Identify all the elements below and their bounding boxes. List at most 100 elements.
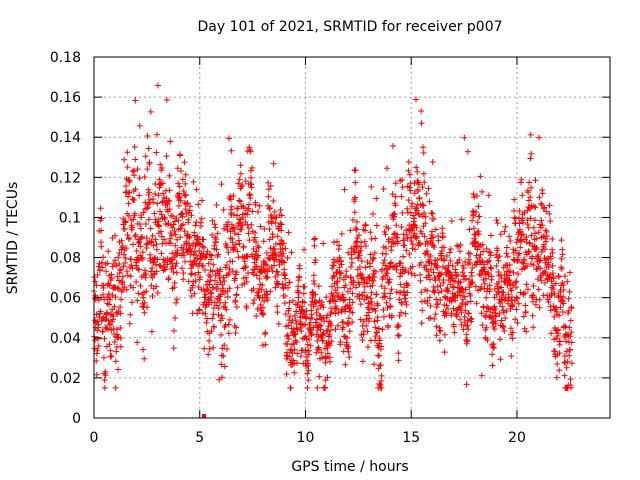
data-point <box>104 326 111 333</box>
data-point <box>265 179 272 186</box>
data-point <box>503 308 510 315</box>
data-point <box>543 208 550 215</box>
data-point <box>550 275 557 282</box>
data-point <box>347 274 354 281</box>
data-point <box>127 311 134 318</box>
data-point <box>243 278 250 285</box>
data-point <box>130 284 137 291</box>
data-point <box>484 303 491 310</box>
data-point <box>362 221 369 228</box>
data-point <box>166 172 173 179</box>
data-point <box>169 250 176 257</box>
data-point <box>413 204 420 211</box>
data-point <box>206 337 213 344</box>
data-point <box>478 267 485 274</box>
data-point <box>528 232 535 239</box>
data-point <box>311 236 318 243</box>
data-point <box>364 304 371 311</box>
data-point <box>461 293 468 300</box>
data-point <box>213 236 220 243</box>
data-point <box>517 228 524 235</box>
data-point <box>445 287 452 294</box>
data-point <box>430 216 437 223</box>
data-point <box>371 249 378 256</box>
data-point <box>398 224 405 231</box>
data-point <box>117 324 124 331</box>
data-point <box>412 96 419 103</box>
data-point <box>98 243 105 250</box>
data-point <box>381 285 388 292</box>
data-point <box>549 249 556 256</box>
data-point <box>327 358 334 365</box>
data-point <box>195 269 202 276</box>
data-point <box>467 260 474 267</box>
data-point <box>305 377 312 384</box>
data-point <box>155 192 162 199</box>
data-point <box>497 356 504 363</box>
data-point <box>132 231 139 238</box>
data-point <box>352 239 359 246</box>
data-point <box>233 269 240 276</box>
data-point <box>469 217 476 224</box>
data-point <box>409 226 416 233</box>
data-point <box>523 281 530 288</box>
data-point <box>407 209 414 216</box>
data-point <box>237 170 244 177</box>
data-point <box>558 265 565 272</box>
data-point <box>514 295 521 302</box>
data-point <box>516 207 523 214</box>
data-point <box>176 194 183 201</box>
data-point <box>261 225 268 232</box>
data-point <box>411 215 418 222</box>
data-point <box>278 212 285 219</box>
data-point <box>541 280 548 287</box>
data-point <box>468 280 475 287</box>
data-point <box>106 301 113 308</box>
data-point <box>437 328 444 335</box>
data-point <box>209 315 216 322</box>
data-point <box>336 274 343 281</box>
data-point <box>473 300 480 307</box>
data-point <box>501 327 508 334</box>
data-point <box>405 197 412 204</box>
data-point <box>262 341 269 348</box>
data-point <box>372 307 379 314</box>
data-point <box>189 270 196 277</box>
data-point <box>440 276 447 283</box>
data-point <box>174 236 181 243</box>
data-point <box>434 264 441 271</box>
data-point <box>152 261 159 268</box>
data-point <box>133 248 140 255</box>
y-tick-label: 0.02 <box>50 371 81 387</box>
data-point <box>345 315 352 322</box>
data-point <box>488 265 495 272</box>
data-point <box>307 319 314 326</box>
data-point <box>142 221 149 228</box>
data-point <box>263 274 270 281</box>
data-point <box>418 320 425 327</box>
data-point <box>332 298 339 305</box>
data-point <box>206 281 213 288</box>
data-point <box>243 274 250 281</box>
data-point <box>246 144 253 151</box>
data-point <box>248 221 255 228</box>
data-point <box>143 288 150 295</box>
data-point <box>209 268 216 275</box>
data-point <box>225 249 232 256</box>
data-point <box>107 347 114 354</box>
data-point <box>140 209 147 216</box>
data-point <box>330 272 337 279</box>
data-point <box>563 364 570 371</box>
data-point <box>260 311 267 318</box>
data-point <box>402 310 409 317</box>
data-point <box>281 259 288 266</box>
data-point <box>137 243 144 250</box>
data-point <box>499 296 506 303</box>
data-point <box>140 346 147 353</box>
data-point <box>324 350 331 357</box>
data-point <box>561 372 568 379</box>
data-point <box>134 297 141 304</box>
data-point <box>177 225 184 232</box>
data-point <box>474 246 481 253</box>
